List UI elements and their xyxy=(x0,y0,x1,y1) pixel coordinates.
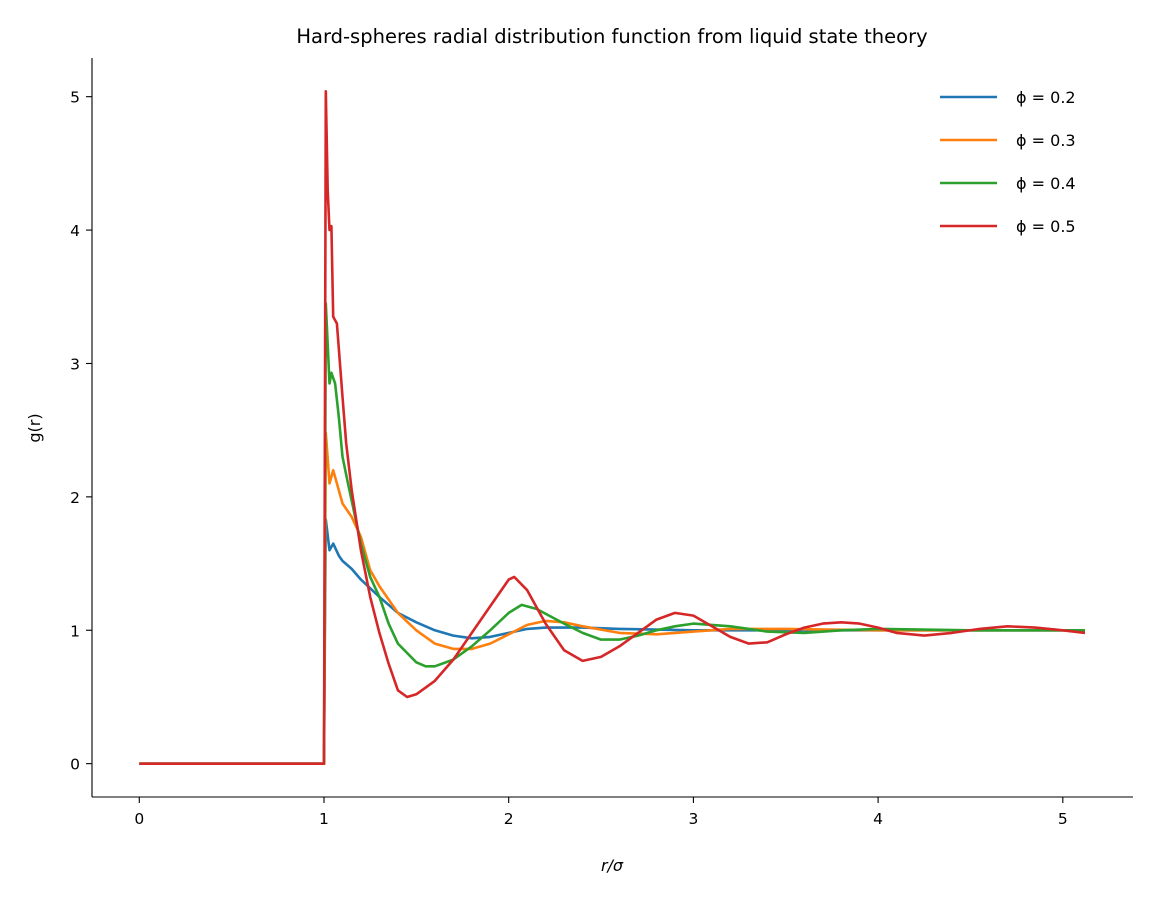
y-tick-label: 4 xyxy=(70,222,80,240)
x-tick-label: 0 xyxy=(134,810,144,828)
y-tick-label: 1 xyxy=(70,622,80,640)
x-tick-label: 3 xyxy=(688,810,698,828)
y-tick-label: 0 xyxy=(70,756,80,774)
y-tick-label: 2 xyxy=(70,489,80,507)
series-line-3 xyxy=(139,90,1086,765)
series-line-0 xyxy=(139,518,1085,765)
legend-label-3: ϕ = 0.5 xyxy=(1016,217,1076,236)
x-axis-label: r/σ xyxy=(601,856,624,875)
series-line-1 xyxy=(139,431,1085,765)
y-tick-label: 5 xyxy=(70,89,80,107)
x-tick-label: 4 xyxy=(873,810,883,828)
plot-area: 0 1 2 3 4 5 0 1 2 3 4 5 xyxy=(70,58,1133,828)
y-axis-label: g(r) xyxy=(25,413,44,442)
series-line-2 xyxy=(139,302,1085,765)
x-tick-label: 1 xyxy=(319,810,329,828)
legend: ϕ = 0.2 ϕ = 0.3 ϕ = 0.4 ϕ = 0.5 xyxy=(940,88,1076,236)
x-tick-label: 5 xyxy=(1058,810,1068,828)
x-tick-label: 2 xyxy=(504,810,514,828)
legend-label-2: ϕ = 0.4 xyxy=(1016,174,1076,193)
chart-title: Hard-spheres radial distribution functio… xyxy=(296,25,927,48)
legend-label-0: ϕ = 0.2 xyxy=(1016,88,1076,107)
legend-label-1: ϕ = 0.3 xyxy=(1016,131,1076,150)
y-tick-label: 3 xyxy=(70,355,80,373)
